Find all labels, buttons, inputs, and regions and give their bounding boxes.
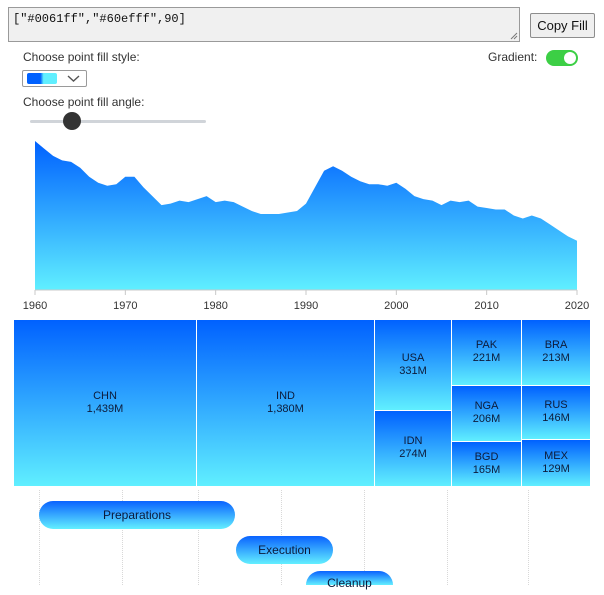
treemap-code: BGD: [474, 450, 499, 463]
angle-slider-track[interactable]: [30, 120, 206, 123]
treemap-code: IDN: [403, 435, 423, 447]
treemap-cell-idn[interactable]: IDN 274M: [375, 411, 451, 486]
x-tick-label: 1990: [294, 300, 318, 312]
gantt-task-label: Execution: [258, 543, 311, 557]
treemap-label: PAK 221M: [452, 339, 521, 365]
gantt-gridline: [122, 490, 123, 585]
resize-grip-icon[interactable]: [510, 32, 518, 40]
gantt-task-preparations[interactable]: Preparations: [39, 501, 235, 529]
treemap-value: 206M: [472, 413, 501, 425]
treemap-label: BRA 213M: [522, 339, 590, 365]
treemap-code: BRA: [544, 339, 568, 351]
treemap-code: USA: [401, 351, 425, 364]
treemap-value: 1,380M: [267, 402, 304, 415]
chevron-down-icon: [67, 75, 80, 82]
treemap-code: IND: [276, 389, 295, 402]
fill-style-label: Choose point fill style:: [23, 50, 140, 64]
copy-fill-button[interactable]: Copy Fill: [530, 13, 595, 38]
gantt-gridline: [528, 490, 529, 585]
fill-swatch: [27, 73, 57, 84]
gantt-task-cleanup[interactable]: Cleanup: [306, 571, 393, 590]
toggle-knob: [564, 52, 576, 64]
treemap-cell-pak[interactable]: PAK 221M: [452, 320, 521, 385]
x-tick-label: 2020: [565, 300, 589, 312]
treemap-value: 129M: [542, 462, 570, 475]
treemap-value: 221M: [472, 352, 501, 364]
gradient-label: Gradient:: [488, 50, 538, 64]
treemap-label: CHN 1,439M: [14, 390, 196, 416]
treemap-label: RUS 146M: [522, 399, 590, 425]
treemap-cell-nga[interactable]: NGA 206M: [452, 386, 521, 441]
treemap-cell-ind[interactable]: IND 1,380M: [197, 320, 374, 486]
fill-angle-label: Choose point fill angle:: [23, 95, 145, 109]
x-tick-label: 2010: [474, 300, 498, 312]
gantt-gridline: [198, 490, 199, 585]
gradient-toggle[interactable]: [546, 50, 578, 66]
x-tick-label: 1960: [23, 300, 47, 312]
fill-code-textarea[interactable]: ["#0061ff","#60efff",90]: [8, 7, 520, 42]
treemap-cell-usa[interactable]: USA 331M: [375, 320, 451, 410]
treemap-cell-chn[interactable]: CHN 1,439M: [14, 320, 196, 486]
gantt-task-execution[interactable]: Execution: [236, 536, 333, 564]
area-chart: 1960 1970 1980 1990 2000 2010 2020: [23, 141, 589, 312]
gantt-task-label: Cleanup: [327, 576, 372, 590]
treemap-cell-bgd[interactable]: BGD 165M: [452, 442, 521, 486]
gantt-gridline: [39, 490, 40, 585]
gantt-gridline: [447, 490, 448, 585]
gantt-task-label: Preparations: [102, 508, 172, 522]
treemap-value: 146M: [542, 412, 570, 424]
treemap-label: MEX 129M: [522, 450, 590, 476]
treemap-cell-bra[interactable]: BRA 213M: [522, 320, 590, 385]
treemap-code: MEX: [544, 449, 568, 462]
treemap-cell-rus[interactable]: RUS 146M: [522, 386, 590, 439]
treemap-value: 1,439M: [86, 402, 124, 415]
treemap-code: CHN: [93, 389, 117, 402]
angle-slider-thumb[interactable]: [63, 112, 82, 130]
treemap-code: RUS: [544, 399, 568, 411]
fill-style-select[interactable]: [22, 70, 87, 87]
treemap-label: BGD 165M: [452, 451, 521, 477]
treemap-cell-mex[interactable]: MEX 129M: [522, 440, 590, 486]
x-tick-label: 2000: [384, 300, 408, 312]
treemap-label: USA 331M: [375, 352, 451, 378]
treemap-value: 213M: [542, 352, 570, 364]
treemap-code: NGA: [474, 400, 499, 412]
x-tick-label: 1980: [203, 300, 227, 312]
area-series: [35, 141, 577, 290]
treemap-value: 274M: [399, 448, 427, 460]
treemap-label: IDN 274M: [375, 435, 451, 461]
treemap-value: 331M: [399, 364, 427, 377]
gantt-gridline: [364, 490, 365, 585]
treemap-code: PAK: [475, 339, 498, 351]
treemap: CHN 1,439M IND 1,380M USA 331M IDN 274M PAK 221M N…: [14, 320, 591, 487]
treemap-value: 165M: [472, 463, 501, 476]
x-tick-label: 1970: [113, 300, 137, 312]
fill-code-value: ["#0061ff","#60efff",90]: [13, 12, 186, 26]
treemap-label: IND 1,380M: [197, 390, 374, 416]
treemap-label: NGA 206M: [452, 400, 521, 426]
